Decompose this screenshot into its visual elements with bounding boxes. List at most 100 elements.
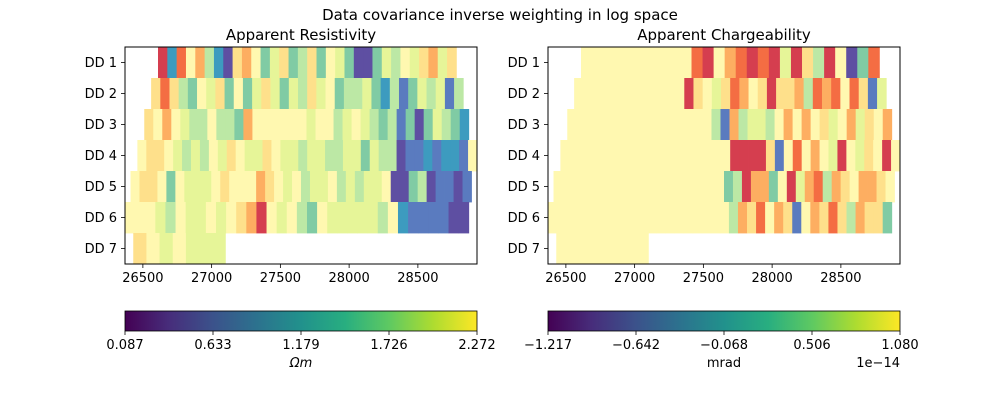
chargeability-cell: [765, 202, 775, 234]
chargeability-cell: [634, 171, 644, 203]
resistivity-cell: [453, 171, 463, 203]
resistivity-cells: [125, 47, 478, 265]
chargeability-cell: [729, 109, 739, 141]
resistivity-cell: [216, 109, 226, 141]
chargeability-cell: [611, 202, 621, 234]
resistivity-cell: [243, 109, 253, 141]
resistivity-cell: [288, 47, 299, 79]
resistivity-ytick-label: DD 6: [85, 211, 117, 226]
chargeability-cell: [748, 78, 759, 110]
chargeability-cell: [819, 202, 829, 234]
resistivity-cell: [176, 47, 187, 79]
resistivity-cell: [167, 47, 178, 79]
chargeability-cell: [774, 140, 785, 172]
resistivity-cell: [316, 78, 326, 110]
resistivity-cell: [225, 109, 235, 141]
resistivity-cell: [426, 171, 437, 203]
resistivity-cell: [271, 140, 281, 172]
resistivity-cell: [336, 171, 347, 203]
resistivity-cell: [195, 47, 206, 79]
chargeability-cell: [730, 140, 740, 172]
chargeability-colorbar-tick-label: 1.080: [881, 338, 918, 353]
chargeability-cell: [562, 171, 572, 203]
resistivity-cell: [292, 171, 302, 203]
resistivity-cell: [347, 202, 358, 234]
chargeability-cell: [635, 233, 649, 265]
resistivity-cell: [458, 202, 470, 234]
resistivity-cell: [318, 171, 329, 203]
resistivity-cell: [297, 109, 307, 141]
chargeability-cell: [837, 140, 847, 172]
chargeability-cell: [748, 140, 758, 172]
chargeability-cell: [656, 78, 667, 110]
resistivity-cell: [378, 109, 389, 141]
resistivity-cell: [426, 78, 437, 110]
resistivity-cell: [428, 47, 439, 79]
resistivity-cell: [441, 140, 451, 172]
chargeability-cell: [824, 47, 836, 79]
resistivity-cell: [256, 171, 266, 203]
chargeability-cell: [584, 202, 594, 234]
chargeability-cell: [630, 109, 640, 141]
chargeability-cell: [783, 202, 793, 234]
chargeability-cell: [691, 47, 703, 79]
resistivity-cell: [333, 109, 343, 141]
resistivity-cell: [389, 78, 400, 110]
chargeability-cell: [715, 171, 725, 203]
resistivity-cell: [213, 47, 224, 79]
chargeability-ytick-label: DD 3: [508, 118, 540, 133]
resistivity-cell: [459, 109, 470, 141]
chargeability-cell: [560, 140, 570, 172]
chargeability-cell: [732, 171, 743, 203]
chargeability-cell: [867, 78, 878, 110]
chargeability-colorbar-gradient: [547, 310, 901, 332]
resistivity-cell: [462, 171, 472, 203]
chargeability-cell: [777, 171, 788, 203]
resistivity-cell: [224, 78, 235, 110]
chargeability-cell: [614, 140, 624, 172]
chargeability-cell: [658, 47, 670, 79]
chargeability-cell: [891, 140, 901, 172]
resistivity-cell: [202, 171, 212, 203]
resistivity-cell: [417, 171, 428, 203]
chargeability-xtick-label: 28000: [751, 271, 792, 286]
resistivity-cell: [298, 140, 308, 172]
chargeability-cell: [625, 171, 635, 203]
chargeability-cell: [774, 202, 784, 234]
chargeability-cell: [819, 109, 830, 141]
chargeability-cell: [735, 47, 748, 79]
resistivity-cell: [307, 47, 317, 79]
resistivity-cell: [238, 171, 248, 203]
resistivity-cell: [178, 78, 189, 110]
resistivity-cell: [381, 47, 392, 79]
chargeability-cell: [741, 171, 752, 203]
resistivity-cell: [164, 140, 174, 172]
chargeability-ytick-label: DD 4: [508, 149, 540, 164]
chargeability-cell: [819, 140, 829, 172]
resistivity-colorbar-tick-label: 0.633: [194, 338, 231, 353]
chargeability-cell: [724, 47, 737, 79]
resistivity-cell: [450, 109, 461, 141]
chargeability-ytick-label: DD 2: [508, 87, 540, 102]
resistivity-cell: [180, 109, 190, 141]
resistivity-cell: [247, 171, 257, 203]
chargeability-cell: [756, 109, 766, 141]
chargeability-cell: [795, 171, 806, 203]
chargeability-cell: [603, 109, 613, 141]
resistivity-cell: [363, 47, 373, 79]
resistivity-cell: [423, 140, 433, 172]
chargeability-cell: [837, 109, 848, 141]
resistivity-cell: [270, 78, 281, 110]
chargeability-cell: [779, 47, 792, 79]
resistivity-cell: [351, 109, 361, 141]
chargeability-cell: [556, 233, 570, 265]
resistivity-cell: [345, 171, 356, 203]
resistivity-cell: [342, 109, 352, 141]
resistivity-cell: [269, 47, 280, 79]
chargeability-ytick-label: DD 5: [508, 180, 540, 195]
chargeability-cell: [649, 140, 660, 172]
resistivity-cell: [307, 78, 317, 110]
resistivity-cell: [432, 109, 443, 141]
resistivity-cell: [135, 202, 146, 234]
chargeability-cell: [647, 78, 658, 110]
